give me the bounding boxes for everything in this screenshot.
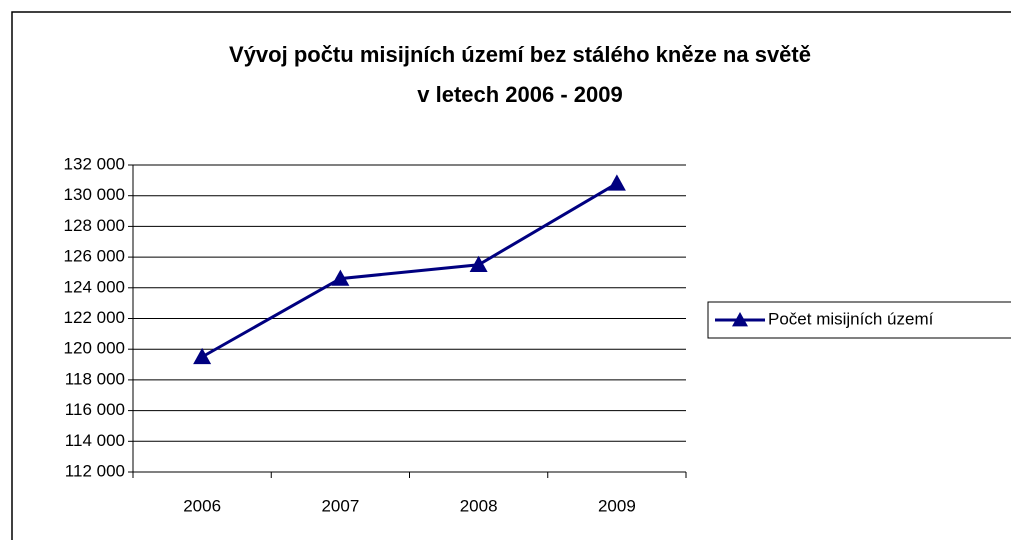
marker bbox=[193, 347, 212, 365]
y-tick-label: 126 000 bbox=[64, 247, 125, 266]
chart-title: Vývoj počtu misijních území bez stálého … bbox=[229, 42, 811, 67]
marker bbox=[331, 269, 350, 286]
y-tick-label: 114 000 bbox=[65, 431, 125, 450]
x-tick-label: 2006 bbox=[183, 496, 221, 515]
marker bbox=[607, 174, 626, 191]
y-tick-label: 128 000 bbox=[64, 216, 125, 235]
x-tick-label: 2007 bbox=[321, 496, 359, 515]
x-tick-label: 2009 bbox=[598, 496, 636, 515]
chart-border bbox=[11, 11, 1011, 540]
legend-label: Počet misijních území bbox=[768, 309, 934, 328]
chart-title: v letech 2006 - 2009 bbox=[417, 82, 622, 107]
line bbox=[201, 182, 618, 359]
marker bbox=[469, 255, 488, 272]
y-tick-label: 116 000 bbox=[65, 400, 125, 419]
y-tick-label: 120 000 bbox=[64, 339, 125, 358]
y-tick-label: 118 000 bbox=[65, 369, 125, 388]
y-tick-label: 132 000 bbox=[64, 154, 125, 173]
y-tick-label: 124 000 bbox=[64, 277, 125, 296]
legend-marker bbox=[732, 312, 748, 327]
y-tick-label: 122 000 bbox=[64, 308, 125, 327]
y-tick-label: 112 000 bbox=[65, 461, 125, 480]
y-tick-label: 130 000 bbox=[64, 185, 125, 204]
x-tick-label: 2008 bbox=[460, 496, 498, 515]
